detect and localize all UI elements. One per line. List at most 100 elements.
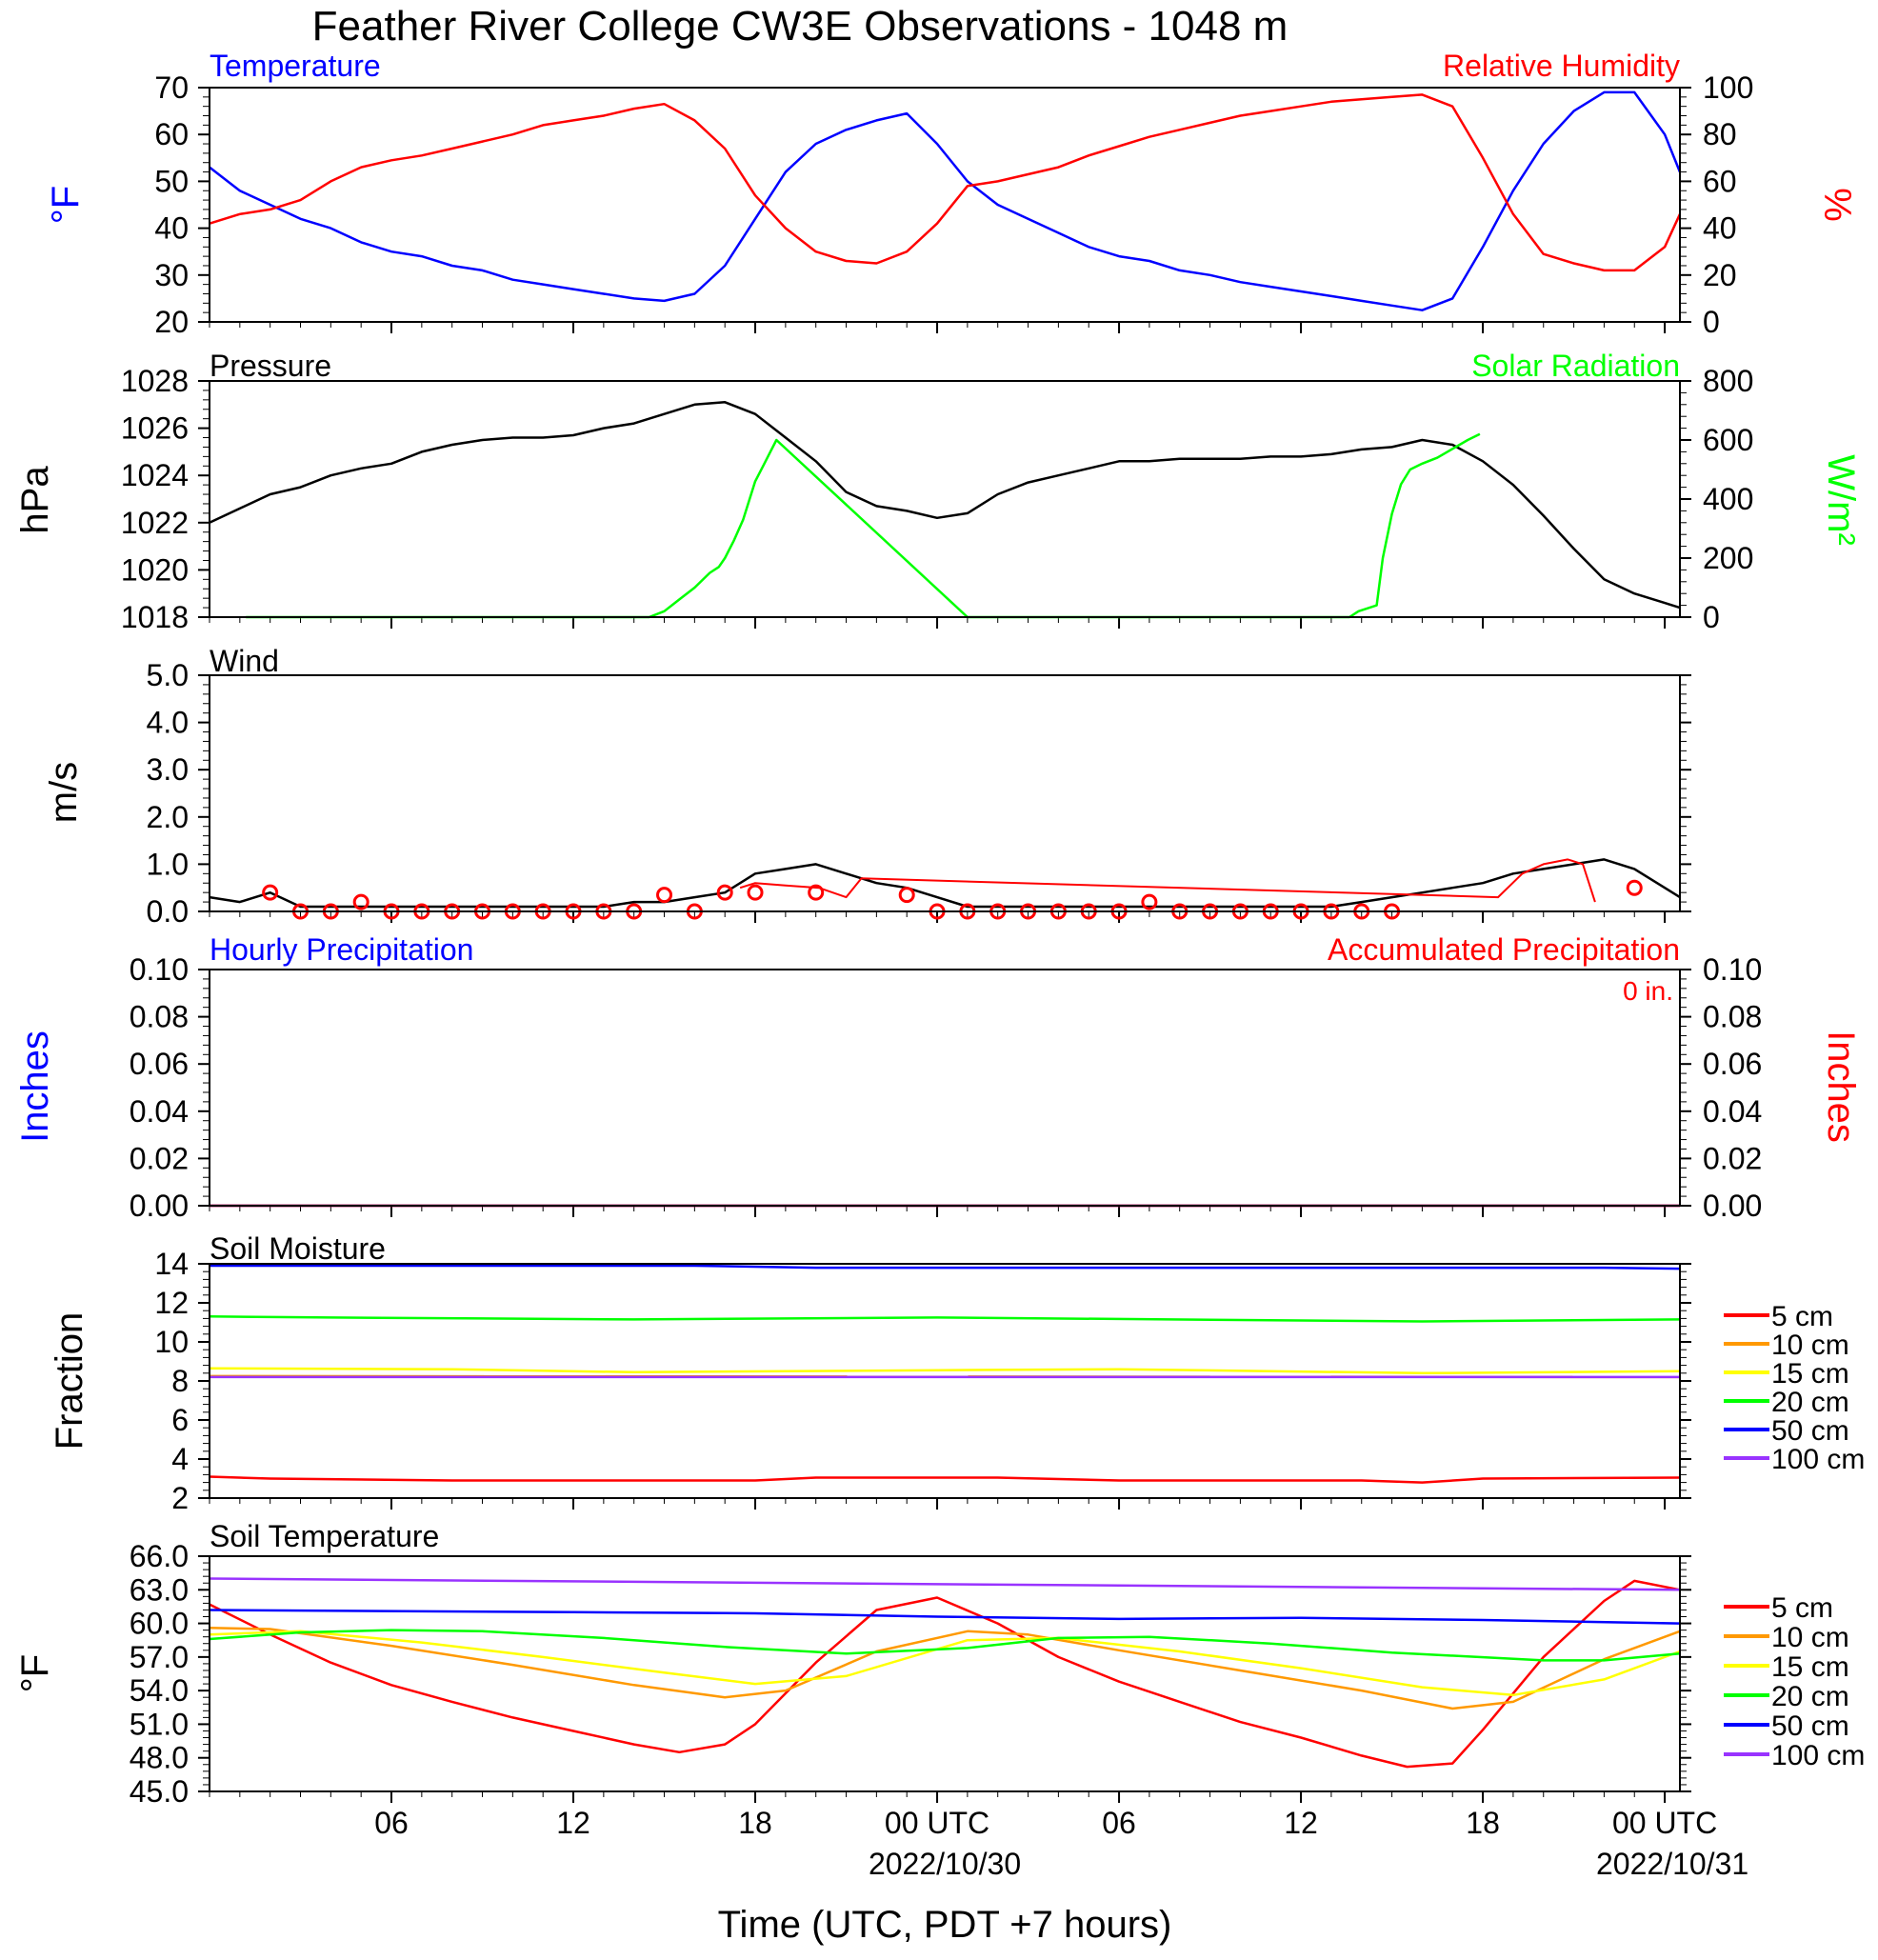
y-tick-label: 57.0: [130, 1640, 189, 1674]
wind-plot-frame: [209, 674, 1681, 912]
y-tick-label: 40: [154, 211, 189, 246]
y-tick-label: 0.0: [147, 894, 189, 929]
y-tick-label: 45.0: [130, 1774, 189, 1809]
y-tick-label: 51.0: [130, 1707, 189, 1741]
humidity-panel-title: Relative Humidity: [1443, 49, 1680, 83]
soil-moisture-plot-frame: [209, 1263, 1681, 1499]
humidity-axis-label: %: [1816, 188, 1858, 222]
y2-tick-label: 60: [1703, 164, 1737, 198]
y-tick-label: 60.0: [130, 1607, 189, 1641]
panel-precipitation: Hourly Precipitation Accumulated Precipi…: [14, 932, 1862, 1223]
wind-axis-label: m/s: [43, 762, 85, 823]
panel-soil-temperature: Soil Temperature °F 66.063.060.057.054.0…: [14, 1519, 1865, 1809]
20-cm-line: [209, 1315, 1681, 1323]
legend-label: 50 cm: [1771, 1710, 1849, 1742]
y2-tick-label: 0.06: [1703, 1047, 1762, 1081]
soil-moisture-panel-title: Soil Moisture: [210, 1231, 386, 1266]
relative-humidity-line: [209, 93, 1682, 272]
y-tick-label: 8: [171, 1364, 189, 1398]
y2-tick-label: 200: [1703, 541, 1753, 575]
y-tick-label: 2: [171, 1481, 189, 1515]
y2-tick-label: 0.04: [1703, 1094, 1762, 1129]
legend-label: 20 cm: [1771, 1387, 1849, 1418]
wind-speed-line: [209, 858, 1681, 909]
temperature-axis-label: °F: [45, 186, 87, 224]
pressure-panel-title: Pressure: [210, 349, 331, 383]
legend-label: 10 cm: [1771, 1330, 1849, 1361]
5-cm-line: [209, 1475, 1681, 1484]
y-tick-label: 0.04: [130, 1094, 189, 1129]
y2-tick-label: 0.00: [1703, 1189, 1762, 1223]
y2-tick-label: 0: [1703, 600, 1720, 634]
y-tick-label: 4.0: [147, 706, 189, 740]
y2-tick-label: 400: [1703, 482, 1753, 516]
accum-precip-total: 0 in.: [1623, 976, 1673, 1006]
solar-axis-label: W/m²: [1820, 454, 1862, 546]
soil-moisture-axis-label: Fraction: [49, 1312, 90, 1450]
hourly-precip-panel-title: Hourly Precipitation: [210, 932, 473, 967]
legend-label: 10 cm: [1771, 1622, 1849, 1653]
accum-precip-axis-label: Inches: [1820, 1030, 1862, 1143]
x-tick-label: 12: [1284, 1806, 1318, 1840]
y2-tick-label: 0.10: [1703, 952, 1762, 987]
solar-panel-title: Solar Radiation: [1471, 349, 1680, 383]
y-tick-label: 12: [154, 1286, 189, 1320]
y2-tick-label: 100: [1703, 70, 1753, 105]
y2-tick-label: 0.08: [1703, 1000, 1762, 1034]
temp-rh-plot-frame: [209, 87, 1681, 323]
y-tick-label: 10: [154, 1325, 189, 1359]
y-tick-label: 2.0: [147, 800, 189, 834]
gust-marker: [262, 884, 279, 901]
wind-panel-title: Wind: [210, 644, 279, 678]
x-tick-label: 00 UTC: [885, 1806, 989, 1840]
pressure-axis-label: hPa: [14, 466, 56, 534]
y-tick-label: 1018: [121, 600, 189, 634]
temperature-line: [209, 90, 1682, 311]
y-tick-label: 1020: [121, 552, 189, 587]
gust-marker: [808, 884, 825, 901]
x-axis-label: Time (UTC, PDT +7 hours): [718, 1904, 1172, 1946]
y-tick-label: 1024: [121, 458, 189, 492]
temperature-panel-title: Temperature: [210, 49, 381, 83]
y-tick-label: 30: [154, 258, 189, 292]
legend-label: 5 cm: [1771, 1592, 1833, 1624]
y-tick-label: 50: [154, 164, 189, 198]
y2-tick-label: 40: [1703, 211, 1737, 246]
hourly-precip-axis-label: Inches: [14, 1030, 56, 1143]
15-cm-line: [209, 1630, 1681, 1697]
accum-precip-panel-title: Accumulated Precipitation: [1328, 932, 1680, 967]
legend-label: 15 cm: [1771, 1651, 1849, 1683]
soil-temperature-axis-label: °F: [14, 1654, 56, 1692]
y-tick-label: 48.0: [130, 1741, 189, 1775]
x-tick-date-label: 2022/10/30: [869, 1847, 1021, 1881]
chart-title: Feather River College CW3E Observations …: [312, 3, 1289, 50]
gust-marker: [1141, 893, 1158, 910]
y-tick-label: 63.0: [130, 1572, 189, 1607]
y-tick-label: 0.06: [130, 1047, 189, 1081]
gust-marker: [716, 884, 733, 901]
y2-tick-label: 600: [1703, 423, 1753, 457]
10-cm-line: [209, 1627, 1681, 1710]
gust-marker: [747, 884, 764, 901]
y-tick-label: 0.02: [130, 1141, 189, 1175]
y-tick-label: 0.08: [130, 1000, 189, 1034]
x-tick-date-label: 2022/10/31: [1596, 1847, 1748, 1881]
y2-tick-label: 0: [1703, 305, 1720, 339]
legend-label: 20 cm: [1771, 1681, 1849, 1712]
50-cm-line: [210, 1264, 1681, 1270]
y-tick-label: 66.0: [130, 1539, 189, 1573]
y2-tick-label: 0.02: [1703, 1141, 1762, 1175]
20-cm-line: [209, 1629, 1681, 1662]
solar-radiation-line: [246, 432, 1481, 619]
legend-label: 50 cm: [1771, 1415, 1849, 1447]
y-tick-label: 6: [171, 1403, 189, 1437]
pressure-line: [209, 401, 1681, 610]
x-tick-label: 12: [556, 1806, 590, 1840]
panel-pressure-solar: Pressure Solar Radiation hPa W/m² 1028 10…: [14, 349, 1862, 634]
y2-tick-label: 800: [1703, 364, 1753, 398]
soil-temperature-panel-title: Soil Temperature: [210, 1519, 439, 1553]
legend-label: 5 cm: [1771, 1301, 1833, 1332]
gust-marker: [656, 887, 673, 904]
panel-wind: Wind m/s 5.0 4.0 3.0 2.0 1.0 0.0: [43, 644, 1691, 929]
